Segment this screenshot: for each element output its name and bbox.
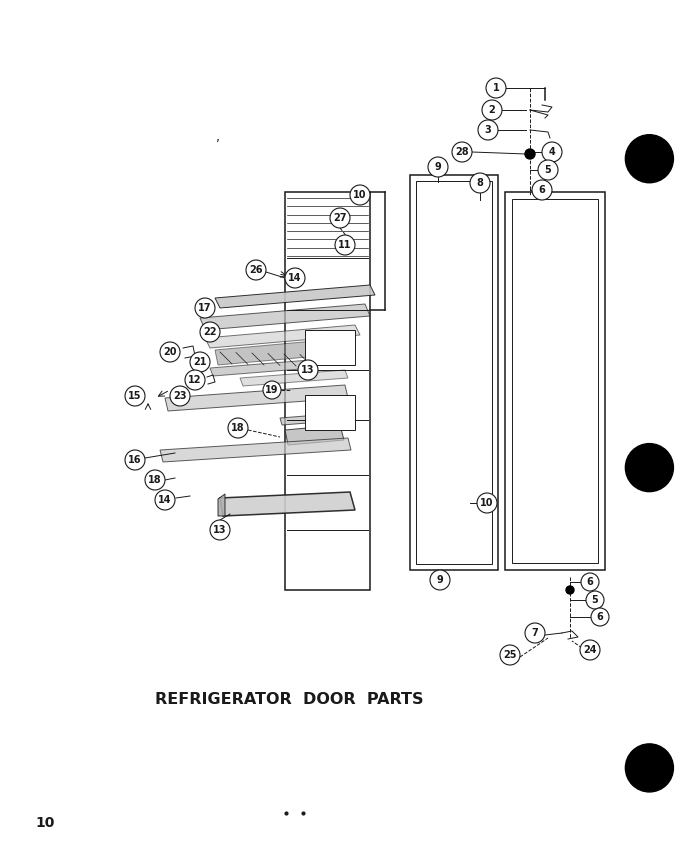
Text: 8: 8 xyxy=(477,178,483,188)
Circle shape xyxy=(525,623,545,643)
Text: 16: 16 xyxy=(129,455,141,465)
Circle shape xyxy=(170,386,190,406)
Circle shape xyxy=(298,360,318,380)
Polygon shape xyxy=(210,360,313,376)
Text: 20: 20 xyxy=(163,347,177,357)
Text: 3: 3 xyxy=(485,125,492,135)
Text: 22: 22 xyxy=(203,327,217,337)
Polygon shape xyxy=(280,415,320,425)
Circle shape xyxy=(452,142,472,162)
Circle shape xyxy=(470,173,490,193)
Circle shape xyxy=(581,573,599,591)
Circle shape xyxy=(626,444,673,492)
Text: 10: 10 xyxy=(353,190,367,200)
Text: 17: 17 xyxy=(199,303,211,313)
Circle shape xyxy=(125,450,145,470)
Circle shape xyxy=(185,370,205,390)
Circle shape xyxy=(428,157,448,177)
Text: 18: 18 xyxy=(148,475,162,485)
Text: 12: 12 xyxy=(188,375,202,385)
Circle shape xyxy=(330,208,350,228)
Circle shape xyxy=(200,322,220,342)
Text: 14: 14 xyxy=(288,273,302,283)
Text: 27: 27 xyxy=(333,213,347,223)
Circle shape xyxy=(486,78,506,98)
Bar xyxy=(305,330,355,365)
Polygon shape xyxy=(215,340,330,365)
Polygon shape xyxy=(205,325,360,348)
Text: 6: 6 xyxy=(596,612,603,622)
Text: 25: 25 xyxy=(503,650,517,660)
Text: 13: 13 xyxy=(301,365,315,375)
Text: 24: 24 xyxy=(583,645,597,655)
Circle shape xyxy=(263,381,281,399)
Circle shape xyxy=(591,608,609,626)
Text: 9: 9 xyxy=(437,575,443,585)
Polygon shape xyxy=(285,192,370,590)
Text: 15: 15 xyxy=(129,391,141,401)
Text: 21: 21 xyxy=(193,357,207,367)
Circle shape xyxy=(125,386,145,406)
Circle shape xyxy=(580,640,600,660)
Circle shape xyxy=(626,135,673,183)
Text: 13: 13 xyxy=(214,525,226,535)
Text: 6: 6 xyxy=(539,185,545,195)
Text: 18: 18 xyxy=(231,423,245,433)
Circle shape xyxy=(566,586,574,594)
Circle shape xyxy=(626,744,673,792)
Bar xyxy=(305,395,355,430)
Circle shape xyxy=(532,180,552,200)
Circle shape xyxy=(500,645,520,665)
Text: 2: 2 xyxy=(489,105,495,115)
Polygon shape xyxy=(285,425,344,445)
Circle shape xyxy=(160,342,180,362)
Circle shape xyxy=(210,520,230,540)
Text: 26: 26 xyxy=(250,265,262,275)
Text: 7: 7 xyxy=(532,628,539,638)
Text: 14: 14 xyxy=(158,495,172,505)
Circle shape xyxy=(190,352,210,372)
Circle shape xyxy=(542,142,562,162)
Circle shape xyxy=(525,149,535,159)
Circle shape xyxy=(195,298,215,318)
Text: 11: 11 xyxy=(338,240,352,250)
Circle shape xyxy=(478,120,498,140)
Circle shape xyxy=(246,260,266,280)
Circle shape xyxy=(155,490,175,510)
Polygon shape xyxy=(218,494,225,516)
Text: 5: 5 xyxy=(545,165,551,175)
Polygon shape xyxy=(505,192,605,570)
Circle shape xyxy=(228,418,248,438)
Text: 19: 19 xyxy=(265,385,279,395)
Text: 6: 6 xyxy=(587,577,594,587)
Circle shape xyxy=(482,100,502,120)
Polygon shape xyxy=(165,385,348,411)
Text: 10: 10 xyxy=(35,816,54,830)
Polygon shape xyxy=(410,175,498,570)
Text: 28: 28 xyxy=(455,147,469,157)
Circle shape xyxy=(145,470,165,490)
Polygon shape xyxy=(240,370,348,386)
Circle shape xyxy=(285,268,305,288)
Circle shape xyxy=(538,160,558,180)
Circle shape xyxy=(350,185,370,205)
Circle shape xyxy=(335,235,355,255)
Polygon shape xyxy=(160,438,351,462)
Circle shape xyxy=(430,570,450,590)
Circle shape xyxy=(586,591,604,609)
Polygon shape xyxy=(512,199,598,563)
Text: 10: 10 xyxy=(480,498,494,508)
Polygon shape xyxy=(220,492,355,516)
Text: REFRIGERATOR  DOOR  PARTS: REFRIGERATOR DOOR PARTS xyxy=(155,692,424,707)
Polygon shape xyxy=(200,304,370,330)
Text: 4: 4 xyxy=(549,147,556,157)
Circle shape xyxy=(477,493,497,513)
Text: 5: 5 xyxy=(592,595,598,605)
Polygon shape xyxy=(215,285,375,308)
Text: 23: 23 xyxy=(173,391,187,401)
Polygon shape xyxy=(416,181,492,564)
Text: 1: 1 xyxy=(492,83,499,93)
Text: ,: , xyxy=(216,130,220,144)
Text: 9: 9 xyxy=(435,162,441,172)
